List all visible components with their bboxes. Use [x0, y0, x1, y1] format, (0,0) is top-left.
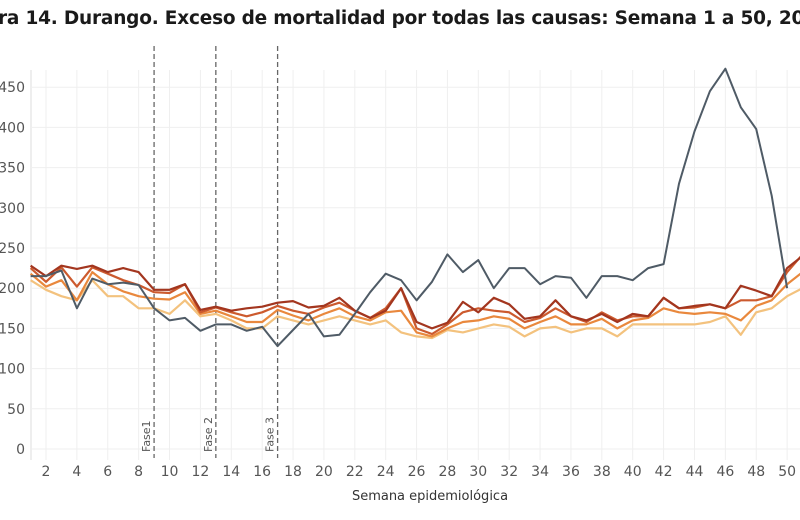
y-tick-label: 350 — [0, 161, 25, 177]
x-tick-label: 26 — [408, 464, 426, 480]
y-tick-label: 400 — [0, 120, 25, 136]
x-tick-label: 2 — [42, 464, 51, 480]
x-tick-label: 30 — [469, 464, 487, 480]
x-axis-ticks: 2 4 6 8 10 12 14 16 18 20 22 24 26 28 30 32 34 36 38 40 42 44… — [42, 464, 796, 480]
x-tick-label: 4 — [72, 464, 81, 480]
x-tick-label: 18 — [284, 464, 302, 480]
x-tick-label: 36 — [562, 464, 580, 480]
y-tick-label: 100 — [0, 362, 25, 378]
x-tick-label: 16 — [253, 464, 271, 480]
y-tick-label: 250 — [0, 241, 25, 257]
x-tick-label: 38 — [593, 464, 611, 480]
grid — [30, 70, 800, 460]
series-line-3 — [29, 255, 800, 336]
phase-label: Fase 3 — [264, 417, 277, 452]
x-tick-label: 48 — [747, 464, 765, 480]
x-tick-label: 24 — [377, 464, 395, 480]
x-tick-label: 22 — [346, 464, 364, 480]
x-tick-label: 34 — [531, 464, 549, 480]
y-tick-label: 0 — [16, 442, 25, 458]
y-tick-label: 150 — [0, 321, 25, 337]
x-tick-label: 42 — [655, 464, 673, 480]
x-axis-label: Semana epidemiológica — [352, 489, 508, 504]
series-line-1 — [30, 279, 800, 340]
series-lines — [29, 67, 800, 348]
series-line-5 — [30, 67, 789, 348]
x-tick-label: 6 — [103, 464, 112, 480]
chart-title: ra 14. Durango. Exceso de mortalidad por… — [0, 8, 800, 29]
x-tick-label: 46 — [716, 464, 734, 480]
phase-annotations: Fase1 Fase 2 Fase 3 — [140, 46, 279, 458]
x-tick-label: 50 — [778, 464, 796, 480]
x-tick-label: 8 — [134, 464, 143, 480]
series-line-4 — [29, 256, 800, 330]
y-tick-label: 50 — [7, 402, 25, 418]
y-tick-label: 450 — [0, 80, 25, 96]
x-tick-label: 20 — [315, 464, 333, 480]
x-tick-label: 40 — [624, 464, 642, 480]
x-tick-label: 28 — [439, 464, 457, 480]
x-tick-label: 32 — [500, 464, 518, 480]
x-tick-label: 44 — [686, 464, 704, 480]
x-tick-label: 14 — [222, 464, 240, 480]
y-axis-ticks: 0 50 100 150 200 250 300 350 400 450 — [0, 80, 25, 458]
x-tick-label: 10 — [161, 464, 179, 480]
y-tick-label: 200 — [0, 281, 25, 297]
y-tick-label: 300 — [0, 201, 25, 217]
phase-label: Fase1 — [140, 420, 153, 452]
x-tick-label: 12 — [191, 464, 209, 480]
phase-label: Fase 2 — [202, 417, 215, 452]
series-line-2 — [29, 271, 800, 338]
